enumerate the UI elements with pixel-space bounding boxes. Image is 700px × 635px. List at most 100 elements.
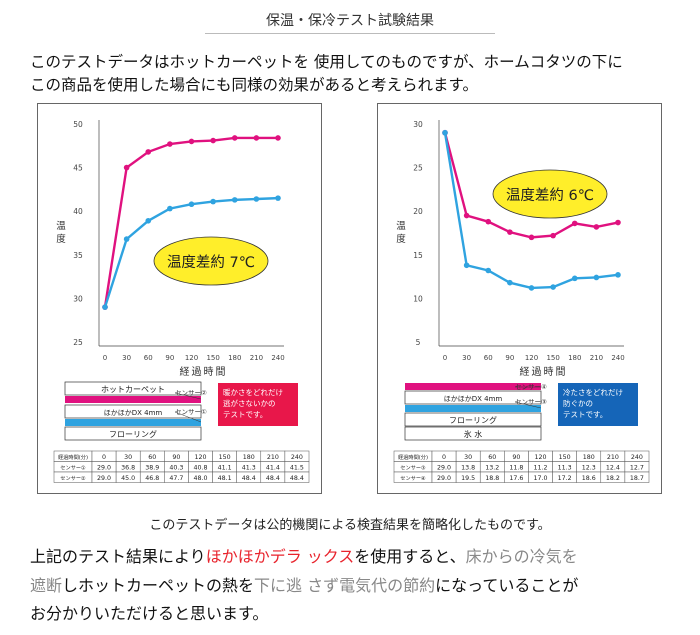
annotation-oval (153, 236, 269, 286)
data-point (528, 234, 535, 241)
table-cell-border (284, 471, 310, 483)
table-cell: 47.7 (169, 475, 183, 482)
table-cell: 18.8 (485, 475, 499, 482)
callout-text: 冷たさをどれだけ (563, 387, 623, 397)
x-tick-label: 150 (546, 354, 559, 362)
x-tick-label: 60 (144, 354, 153, 362)
data-point (528, 285, 535, 291)
callout-text: 防ぐかの (563, 398, 593, 408)
callout-text: テストです。 (223, 410, 267, 419)
chart-panel-cold: 5 10 15 20 25 30 温度 0 30 60 90 120 150 180 210 240 経過時間 温… (377, 103, 662, 494)
table-header-cell: 150 (219, 454, 231, 461)
x-tick-label: 180 (228, 354, 241, 362)
conclusion-line-1: 上記のテスト結果によりほかほかデラ ックスを使用すると、床からの冷気を (30, 543, 578, 567)
data-point (188, 138, 195, 145)
page-title: 保温・保冷テスト試験結果 (266, 13, 434, 29)
table-header-cell: 210 (607, 454, 619, 461)
y-tick-label: 15 (413, 251, 423, 260)
table-cell: 29.0 (437, 465, 451, 472)
layer-label-bottom: 氷 水 (464, 429, 483, 439)
data-point (231, 135, 238, 141)
table-cell: 12.3 (582, 465, 596, 472)
data-point (571, 220, 578, 227)
table-cell: 18.2 (606, 475, 620, 482)
data-point (253, 196, 260, 202)
layer-label-top: ほかほかDX 4mm (444, 395, 503, 403)
table-cell: 12.7 (630, 465, 644, 472)
table-cell: 18.6 (582, 475, 596, 482)
table-cell: 41.4 (266, 465, 280, 472)
callout-text: テストです。 (563, 410, 607, 419)
table-cell: 40.8 (193, 465, 207, 472)
y-axis-label: 温 (56, 221, 66, 232)
data-point (210, 137, 216, 144)
chart-cold-svg: 5 10 15 20 25 30 温度 0 30 60 90 120 150 180 210 240 経過時間 温… (393, 120, 650, 483)
y-tick-label: 45 (73, 164, 83, 173)
x-tick-label: 120 (185, 354, 198, 362)
table-header-cell: 経過時間(分) (58, 453, 88, 461)
data-point (593, 224, 600, 230)
intro-line-2: この商品を使用した場合にも同様の効果があると考えられます。 (30, 76, 478, 94)
layer-pad-blue (405, 405, 541, 412)
table-cell: 48.0 (193, 475, 207, 482)
x-tick-label: 210 (250, 354, 263, 362)
table-cell: 19.5 (461, 475, 475, 482)
sensor-label: センサー② (175, 389, 207, 397)
conclusion-text: になっていることが (435, 576, 579, 595)
table-header-cell: 60 (148, 454, 156, 461)
x-tick-label: 240 (271, 354, 284, 362)
table-cell: 17.0 (533, 475, 547, 482)
y-tick-label: 5 (416, 338, 421, 347)
layer-pad-magenta (405, 383, 541, 390)
table-cell: センサー② (60, 475, 86, 482)
table-cell-border (624, 471, 650, 483)
sensor-label: センサー① (175, 408, 207, 416)
table-cell: 48.4 (266, 475, 280, 482)
table-header-cell: 210 (267, 454, 279, 461)
title-divider (205, 33, 495, 34)
table-cell: 13.2 (485, 465, 499, 472)
chart-panel-warm: 25 30 35 40 45 50 温度 0 30 60 90 120 150 180 210 240 経過時間… (37, 103, 322, 494)
data-point (275, 135, 281, 141)
table-cell: 29.0 (437, 475, 451, 482)
data-point (167, 141, 173, 147)
layer-pad-magenta (65, 396, 201, 403)
table-cell: センサー③ (400, 465, 426, 472)
x-tick-label: 120 (525, 354, 538, 362)
table-cell: 48.4 (290, 475, 304, 482)
table-header-cell: 90 (172, 454, 180, 461)
table-cell: センサー① (60, 465, 86, 472)
layer-box (404, 390, 542, 405)
data-point (615, 272, 621, 278)
x-axis-label: 経過時間 (180, 365, 228, 378)
table-header-cell: 90 (512, 454, 520, 461)
y-tick-label: 25 (413, 164, 423, 173)
chart-warm-svg: 25 30 35 40 45 50 温度 0 30 60 90 120 150 180 210 240 経過時間… (53, 120, 310, 483)
data-point (485, 218, 492, 225)
x-axis-label: 経過時間 (520, 365, 568, 378)
data-point (593, 274, 600, 281)
data-point (123, 164, 130, 171)
data-point (253, 135, 260, 141)
data-point (275, 195, 281, 201)
x-tick-label: 210 (590, 354, 603, 362)
layer-pad-blue (65, 419, 201, 426)
layer-box (64, 381, 202, 396)
layer-box (64, 426, 202, 441)
x-tick-label: 150 (206, 354, 219, 362)
table-header-cell: 30 (464, 454, 472, 461)
layer-box (404, 412, 542, 427)
data-point (188, 201, 195, 208)
product-name: ほかほかデラ ックス (205, 547, 355, 566)
annotation-text: 温度差約 7℃ (167, 254, 255, 271)
data-point (463, 212, 470, 219)
y-tick-label: 35 (73, 251, 83, 260)
table-header-cell: 180 (243, 454, 255, 461)
table-header-cell: 120 (534, 454, 546, 461)
table-header-cell: 120 (194, 454, 206, 461)
table-header-cell: 0 (102, 454, 106, 461)
x-tick-label: 0 (443, 354, 447, 362)
table-cell: 41.1 (218, 465, 232, 472)
layer-label-middle: フローリング (449, 415, 497, 425)
table-header-cell: 240 (631, 454, 643, 461)
